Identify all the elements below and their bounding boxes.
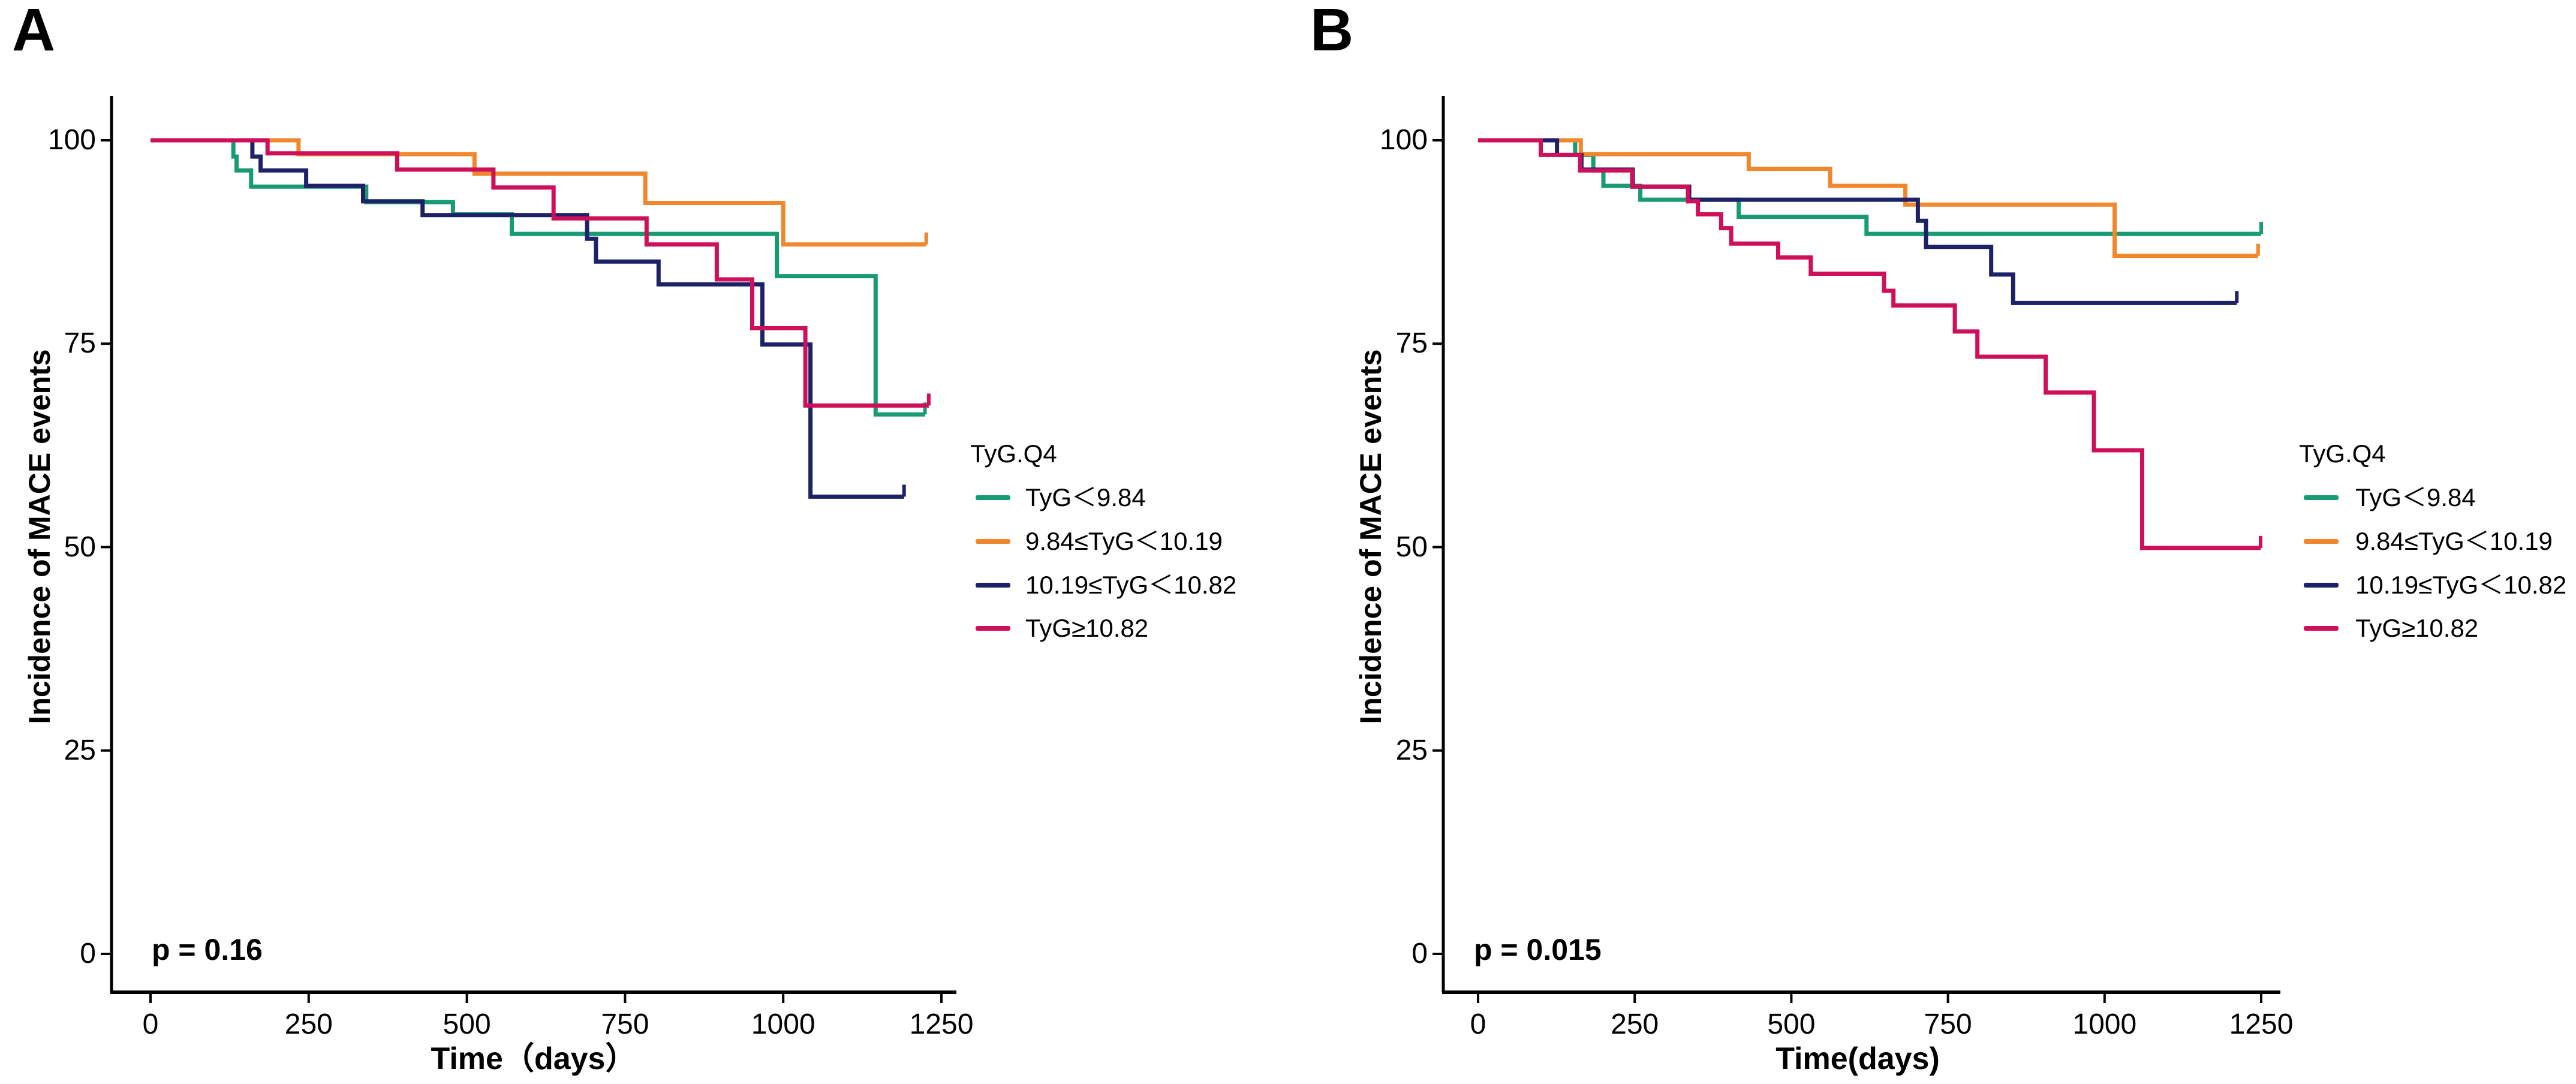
x-tick-label: 500 — [1767, 1008, 1816, 1040]
panel-a-letter: A — [12, 0, 56, 64]
km-curve-3 — [151, 138, 929, 408]
km-curve-1 — [151, 138, 926, 247]
x-tick-label: 1250 — [2229, 1008, 2294, 1040]
panel-b-letter: B — [1310, 0, 1354, 64]
km-curve-3 — [1478, 138, 2261, 550]
y-tick-label: 0 — [1412, 938, 1428, 969]
y-tick-label: 100 — [47, 124, 96, 156]
x-tick-label: 1000 — [2072, 1008, 2137, 1040]
legend-label-3: TyG≥10.82 — [1025, 614, 1149, 642]
legend-swatch-2 — [2304, 583, 2339, 588]
legend-swatch-0 — [976, 495, 1010, 500]
panel-a: A Incidence of MACE events Time（days） p … — [12, 0, 1237, 1076]
panel-b-x-axis-title: Time(days) — [1775, 1041, 1940, 1076]
y-tick-label: 25 — [1395, 734, 1428, 766]
y-tick-label: 25 — [64, 734, 96, 766]
legend-swatch-0 — [2304, 495, 2339, 500]
panel-a-plot-area: 0 250 500 750 1000 1250 0 25 50 75 100 TyG＜9.84 9.84… — [47, 96, 1237, 1040]
legend-label-2: 10.19≤TyG＜10.82 — [2355, 571, 2567, 599]
legend-label-1: 9.84≤TyG＜10.19 — [2355, 527, 2553, 555]
legend-swatch-3 — [2304, 626, 2339, 631]
x-tick-label: 250 — [284, 1008, 333, 1040]
y-tick-label: 0 — [80, 938, 96, 969]
x-tick-label: 500 — [443, 1008, 491, 1040]
panel-b: B Incidence of MACE events Time(days) p … — [1288, 0, 2576, 1084]
legend-swatch-3 — [976, 626, 1010, 631]
panel-b-legend-title: TyG.Q4 — [2299, 439, 2386, 468]
x-tick-label: 1250 — [909, 1008, 974, 1040]
y-tick-label: 75 — [64, 327, 96, 360]
x-tick-label: 1000 — [751, 1008, 815, 1040]
x-tick-label: 750 — [601, 1008, 649, 1040]
y-tick-label: 50 — [64, 531, 96, 563]
x-tick-label: 0 — [1470, 1008, 1486, 1040]
panel-a-x-axis-title: Time（days） — [431, 1041, 637, 1076]
legend-swatch-1 — [2304, 539, 2339, 544]
y-tick-label: 100 — [1379, 124, 1428, 156]
legend-label-3: TyG≥10.82 — [2355, 614, 2479, 642]
km-curve-1 — [1478, 138, 2258, 258]
panel-a-legend-title: TyG.Q4 — [970, 439, 1057, 468]
legend-swatch-2 — [976, 583, 1010, 588]
panel-a-p-value: p = 0.16 — [152, 933, 263, 966]
panel-b-p-value: p = 0.015 — [1474, 933, 1602, 966]
legend-label-0: TyG＜9.84 — [2355, 483, 2476, 511]
x-tick-label: 750 — [1924, 1008, 1972, 1040]
x-tick-label: 0 — [142, 1008, 159, 1040]
km-plot-svg — [1433, 96, 2280, 1003]
legend-label-0: TyG＜9.84 — [1025, 483, 1146, 511]
km-curve-2 — [151, 138, 904, 499]
y-tick-label: 75 — [1395, 327, 1428, 360]
panel-b-plot-area: 0 250 500 750 1000 1250 0 25 50 75 100 TyG＜9.84 9.84… — [1288, 0, 2576, 1084]
x-tick-label: 250 — [1611, 1008, 1659, 1040]
legend-swatch-1 — [976, 539, 1010, 544]
km-plot-svg — [101, 96, 956, 1003]
legend-label-1: 9.84≤TyG＜10.19 — [1025, 527, 1223, 555]
y-tick-label: 50 — [1395, 531, 1428, 563]
legend-label-2: 10.19≤TyG＜10.82 — [1025, 571, 1237, 599]
